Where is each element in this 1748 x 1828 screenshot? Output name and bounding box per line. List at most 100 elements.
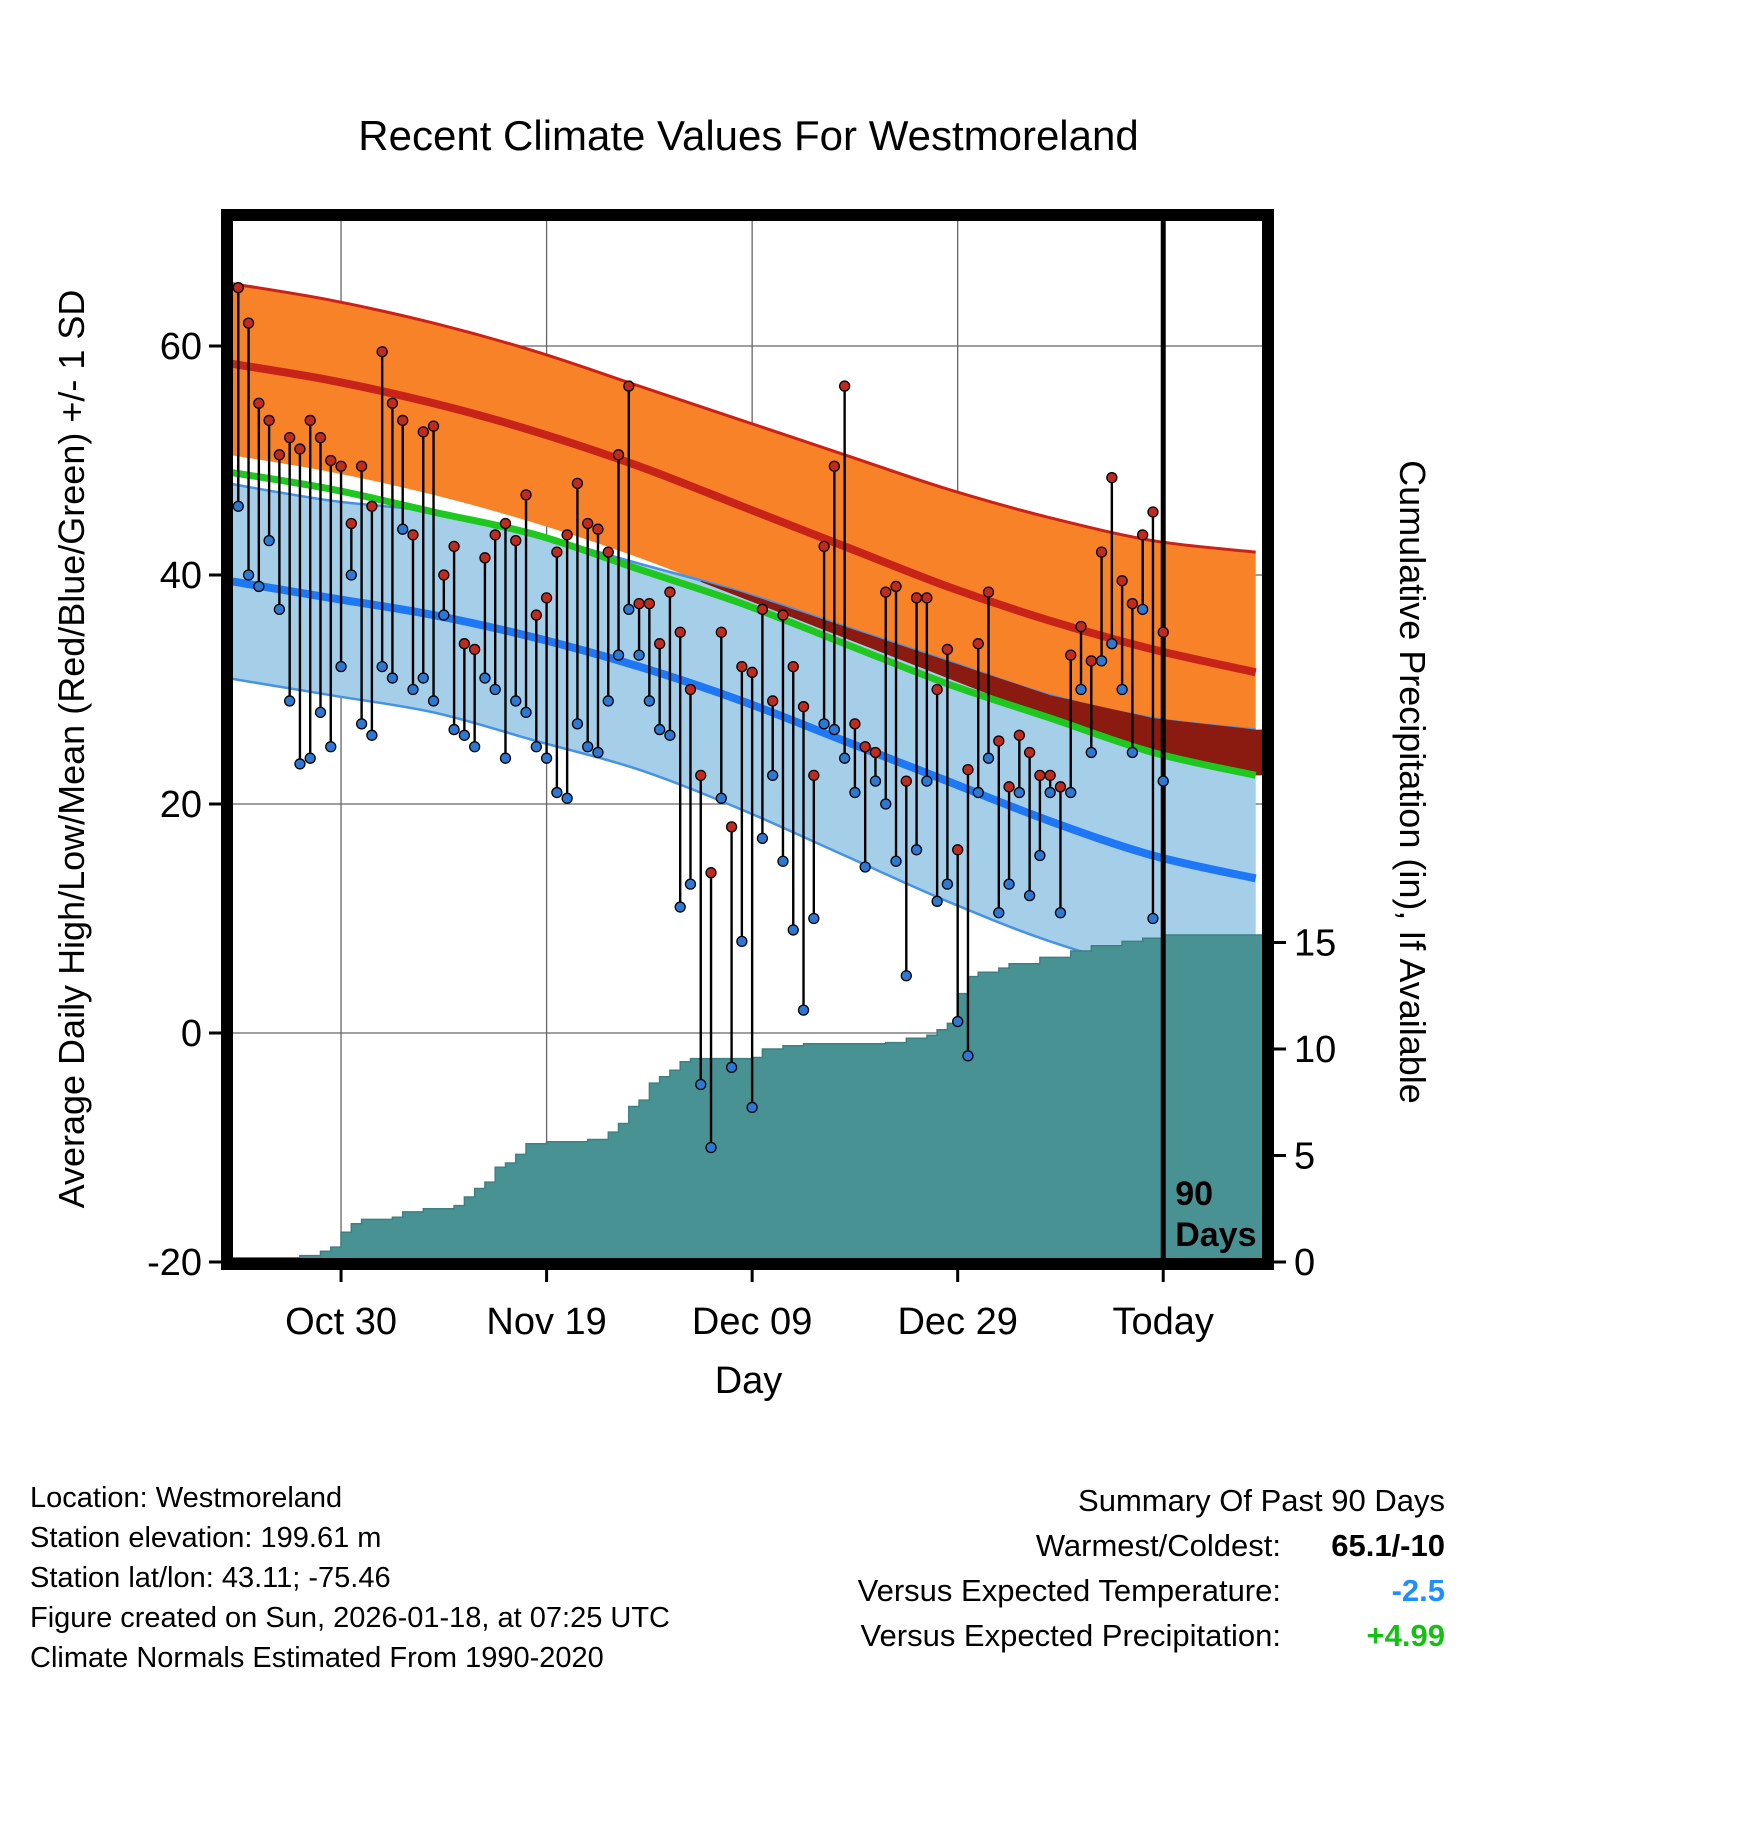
daily-low-dot: [1106, 638, 1118, 650]
daily-high-dot: [931, 683, 943, 696]
daily-high-dot: [294, 443, 306, 455]
daily-low-dot: [284, 695, 296, 707]
daily-low-dot: [1075, 683, 1087, 696]
daily-high-dot: [458, 638, 471, 650]
summary-value: 65.1/-10: [1331, 1528, 1445, 1563]
daily-high-dot: [633, 597, 645, 610]
daily-low-dot: [653, 723, 666, 736]
daily-high-dot: [880, 586, 892, 598]
station-info-block: Location: Westmoreland Station elevation…: [30, 1478, 670, 1678]
daily-high-dot: [715, 626, 727, 638]
cumulative-precip-area: [227, 932, 1267, 1262]
daily-high-dot: [1106, 472, 1118, 484]
daily-high-dot: [972, 638, 984, 650]
daily-high-dot: [273, 449, 286, 461]
daily-low-dot: [592, 746, 604, 759]
daily-low-dot: [612, 649, 625, 661]
daily-low-dot: [736, 935, 748, 948]
daily-high-dot: [582, 517, 594, 530]
daily-low-dot: [345, 569, 357, 581]
daily-high-dot: [684, 683, 697, 696]
summary-label: Versus Expected Temperature:: [857, 1573, 1281, 1608]
high-band-upper-edge: [227, 281, 1256, 554]
daily-low-dot: [520, 706, 532, 719]
ninety-day-annotation: 90: [1175, 1175, 1213, 1213]
daily-high-dot: [910, 592, 923, 604]
daily-low-dot: [849, 786, 861, 799]
daily-low-dot: [355, 718, 368, 730]
daily-high-dot: [818, 540, 830, 553]
daily-low-dot: [1116, 683, 1128, 696]
summary-title: Summary Of Past 90 Days: [1078, 1483, 1445, 1518]
daily-low-dot: [263, 535, 275, 547]
left-tick-label: -20: [147, 1242, 202, 1284]
daily-high-dot: [1054, 781, 1067, 793]
summary-row-vs-precipitation: Versus Expected Precipitation: +4.99: [858, 1613, 1445, 1658]
left-tick-label: 20: [160, 784, 202, 826]
daily-low-dot: [684, 878, 697, 890]
daily-high-dot: [808, 769, 820, 782]
bottom-tick-label: Today: [1113, 1301, 1214, 1343]
daily-high-dot: [427, 420, 440, 432]
daily-low-dot: [325, 741, 337, 753]
bottom-tick-label: Nov 19: [486, 1301, 606, 1343]
summary-value: -2.5: [1391, 1573, 1445, 1608]
daily-high-dot: [653, 638, 666, 650]
daily-low-dot: [993, 907, 1005, 919]
daily-low-dot: [674, 901, 686, 913]
daily-high-dot: [767, 695, 779, 707]
daily-high-dot: [962, 764, 974, 776]
daily-low-dot: [561, 792, 573, 804]
daily-high-dot: [438, 569, 450, 581]
daily-low-dot: [1065, 786, 1077, 799]
station-elevation: Station elevation: 199.61 m: [30, 1522, 382, 1554]
daily-low-dot: [510, 695, 522, 707]
summary-label: Versus Expected Precipitation:: [860, 1618, 1281, 1653]
daily-high-dot: [1095, 546, 1108, 558]
daily-high-dot: [530, 609, 542, 621]
daily-low-dot: [253, 580, 265, 593]
daily-low-dot: [1085, 746, 1097, 759]
daily-high-dot: [1126, 597, 1139, 610]
summary-label: Warmest/Coldest:: [1035, 1528, 1281, 1563]
bottom-tick-label: Dec 29: [897, 1301, 1017, 1343]
daily-low-dot: [407, 683, 419, 696]
daily-high-dot: [746, 666, 758, 678]
daily-low-dot: [438, 609, 450, 621]
right-tick-label: 5: [1294, 1136, 1315, 1178]
left-tick-label: 40: [160, 555, 202, 597]
daily-high-dot: [756, 603, 769, 615]
daily-low-dot: [664, 729, 676, 741]
daily-low-dot: [479, 672, 491, 684]
daily-low-dot: [427, 695, 440, 707]
daily-high-dot: [982, 586, 995, 598]
daily-low-dot: [469, 741, 481, 753]
daily-high-dot: [448, 540, 460, 553]
daily-high-dot: [407, 529, 419, 541]
daily-high-dot: [510, 535, 522, 547]
daily-high-dot: [602, 546, 614, 558]
daily-low-dot: [1054, 907, 1067, 919]
daily-high-dot: [1023, 746, 1036, 759]
daily-high-dot: [1116, 575, 1128, 587]
daily-low-dot: [828, 723, 841, 736]
daily-high-dot: [397, 414, 409, 427]
daily-high-dot: [859, 741, 871, 753]
right-tick-label: 0: [1294, 1242, 1315, 1284]
daily-high-dot: [952, 844, 964, 856]
station-location: Location: Westmoreland: [30, 1482, 343, 1514]
bottom-tick-label: Dec 09: [692, 1301, 812, 1343]
daily-low-dot: [787, 924, 799, 936]
daily-high-dot: [705, 867, 717, 879]
daily-high-dot: [335, 460, 347, 472]
right-tick-label: 15: [1294, 923, 1336, 965]
daily-high-dot: [674, 626, 686, 638]
high-normal-band: [228, 283, 1256, 776]
daily-low-dot: [1137, 603, 1149, 615]
ninety-day-annotation: Days: [1175, 1216, 1256, 1254]
daily-high-dot: [592, 523, 604, 535]
summary-value: +4.99: [1366, 1618, 1445, 1653]
daily-low-dot: [294, 758, 306, 770]
